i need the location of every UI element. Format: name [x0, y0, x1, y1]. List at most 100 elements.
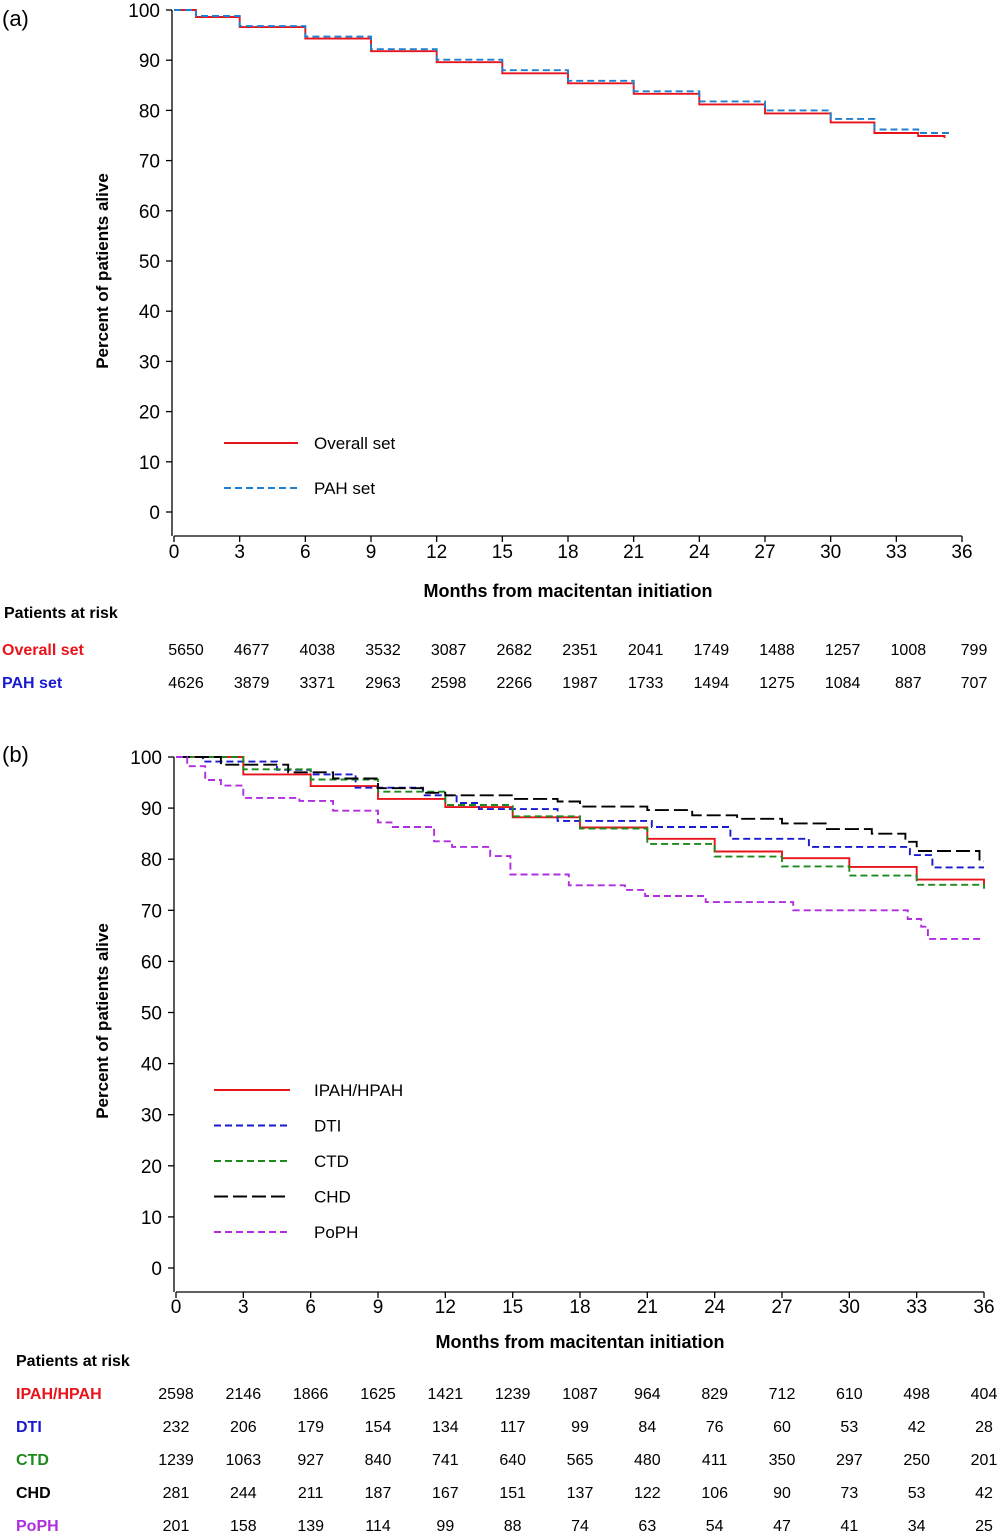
y-tick-label: 90 — [139, 51, 160, 72]
risk-cell: 1008 — [891, 642, 927, 659]
risk-cell: 1087 — [562, 1386, 598, 1403]
x-tick-label: 30 — [820, 542, 841, 563]
risk-cell: 1063 — [226, 1452, 262, 1469]
y-tick-label: 30 — [141, 1106, 162, 1127]
risk-row-label: IPAH/HPAH — [16, 1386, 102, 1403]
risk-cell: 244 — [230, 1485, 257, 1502]
y-tick-label: 30 — [139, 352, 160, 373]
risk-cell: 158 — [230, 1518, 257, 1535]
risk-cell: 25 — [975, 1518, 993, 1535]
legend-label: CHD — [314, 1188, 351, 1207]
risk-cell: 799 — [961, 642, 988, 659]
legend-label: PoPH — [314, 1223, 358, 1242]
series-line-overall-set — [174, 9, 946, 138]
x-tick-label: 9 — [373, 1297, 384, 1318]
risk-cell: 54 — [706, 1518, 724, 1535]
risk-cell: 1987 — [562, 675, 598, 692]
y-tick-label: 60 — [141, 952, 162, 973]
legend-label: DTI — [314, 1117, 341, 1136]
risk-cell: 2598 — [431, 675, 467, 692]
risk-cell: 887 — [895, 675, 922, 692]
risk-cell: 114 — [365, 1518, 391, 1535]
risk-cell: 63 — [638, 1518, 656, 1535]
legend-label: PAH set — [314, 479, 375, 498]
risk-cell: 2266 — [497, 675, 533, 692]
risk-row-label: DTI — [16, 1419, 42, 1436]
y-tick-label: 40 — [139, 302, 160, 323]
legend-label: Overall set — [314, 434, 396, 453]
risk-cell: 53 — [840, 1419, 858, 1436]
x-tick-label: 15 — [502, 1297, 523, 1318]
risk-cell: 927 — [297, 1452, 324, 1469]
risk-cell: 139 — [297, 1518, 324, 1535]
risk-cell: 411 — [702, 1452, 728, 1469]
x-tick-label: 15 — [492, 542, 513, 563]
legend-label: IPAH/HPAH — [314, 1081, 403, 1100]
risk-cell: 2598 — [158, 1386, 194, 1403]
x-tick-label: 30 — [839, 1297, 860, 1318]
risk-cell: 232 — [163, 1419, 190, 1436]
y-tick-label: 100 — [130, 748, 162, 769]
risk-cell: 53 — [908, 1485, 926, 1502]
risk-cell: 117 — [500, 1419, 526, 1436]
risk-cell: 3087 — [431, 642, 467, 659]
risk-cell: 4626 — [168, 675, 204, 692]
risk-cell: 106 — [701, 1485, 728, 1502]
risk-cell: 60 — [773, 1419, 791, 1436]
x-tick-label: 27 — [754, 542, 775, 563]
y-tick-label: 100 — [128, 1, 160, 22]
x-tick-label: 3 — [238, 1297, 249, 1318]
risk-cell: 206 — [230, 1419, 257, 1436]
x-tick-label: 12 — [435, 1297, 456, 1318]
y-axis-title: Percent of patients alive — [93, 923, 112, 1119]
y-tick-label: 70 — [139, 152, 160, 173]
risk-row-label: Overall set — [2, 642, 85, 659]
risk-cell: 1733 — [628, 675, 664, 692]
risk-cell: 47 — [773, 1518, 791, 1535]
y-tick-label: 50 — [139, 252, 160, 273]
risk-cell: 1084 — [825, 675, 861, 692]
risk-cell: 42 — [975, 1485, 993, 1502]
risk-cell: 211 — [298, 1485, 324, 1502]
risk-cell: 712 — [769, 1386, 796, 1403]
x-tick-label: 24 — [689, 542, 711, 563]
x-tick-label: 12 — [426, 542, 447, 563]
y-tick-label: 80 — [141, 850, 162, 871]
y-tick-label: 60 — [139, 202, 160, 223]
risk-cell: 2963 — [365, 675, 401, 692]
risk-cell: 480 — [634, 1452, 661, 1469]
y-tick-label: 70 — [141, 901, 162, 922]
risk-cell: 707 — [961, 675, 988, 692]
risk-cell: 829 — [701, 1386, 728, 1403]
risk-cell: 741 — [432, 1452, 459, 1469]
x-tick-label: 18 — [557, 542, 578, 563]
risk-cell: 137 — [567, 1485, 594, 1502]
risk-cell: 42 — [908, 1419, 926, 1436]
risk-cell: 1749 — [694, 642, 730, 659]
y-tick-label: 90 — [141, 799, 162, 820]
x-tick-label: 18 — [569, 1297, 590, 1318]
risk-cell: 1494 — [694, 675, 730, 692]
risk-cell: 73 — [840, 1485, 858, 1502]
y-tick-label: 20 — [141, 1157, 162, 1178]
risk-cell: 1421 — [428, 1386, 464, 1403]
risk-row-label: CTD — [16, 1452, 49, 1469]
panel-label: (b) — [2, 742, 29, 767]
panel-label: (a) — [2, 6, 29, 31]
y-tick-label: 20 — [139, 403, 160, 424]
risk-cell: 5650 — [168, 642, 204, 659]
x-tick-label: 36 — [973, 1297, 994, 1318]
risk-cell: 4038 — [300, 642, 336, 659]
x-tick-label: 3 — [234, 542, 245, 563]
risk-cell: 2146 — [226, 1386, 262, 1403]
x-tick-label: 33 — [886, 542, 907, 563]
risk-cell: 99 — [436, 1518, 454, 1535]
risk-cell: 4677 — [234, 642, 270, 659]
x-axis-title: Months from macitentan initiation — [435, 1332, 724, 1352]
x-axis-title: Months from macitentan initiation — [423, 581, 712, 601]
x-tick-label: 21 — [637, 1297, 658, 1318]
y-tick-label: 0 — [149, 503, 160, 524]
risk-cell: 281 — [163, 1485, 190, 1502]
